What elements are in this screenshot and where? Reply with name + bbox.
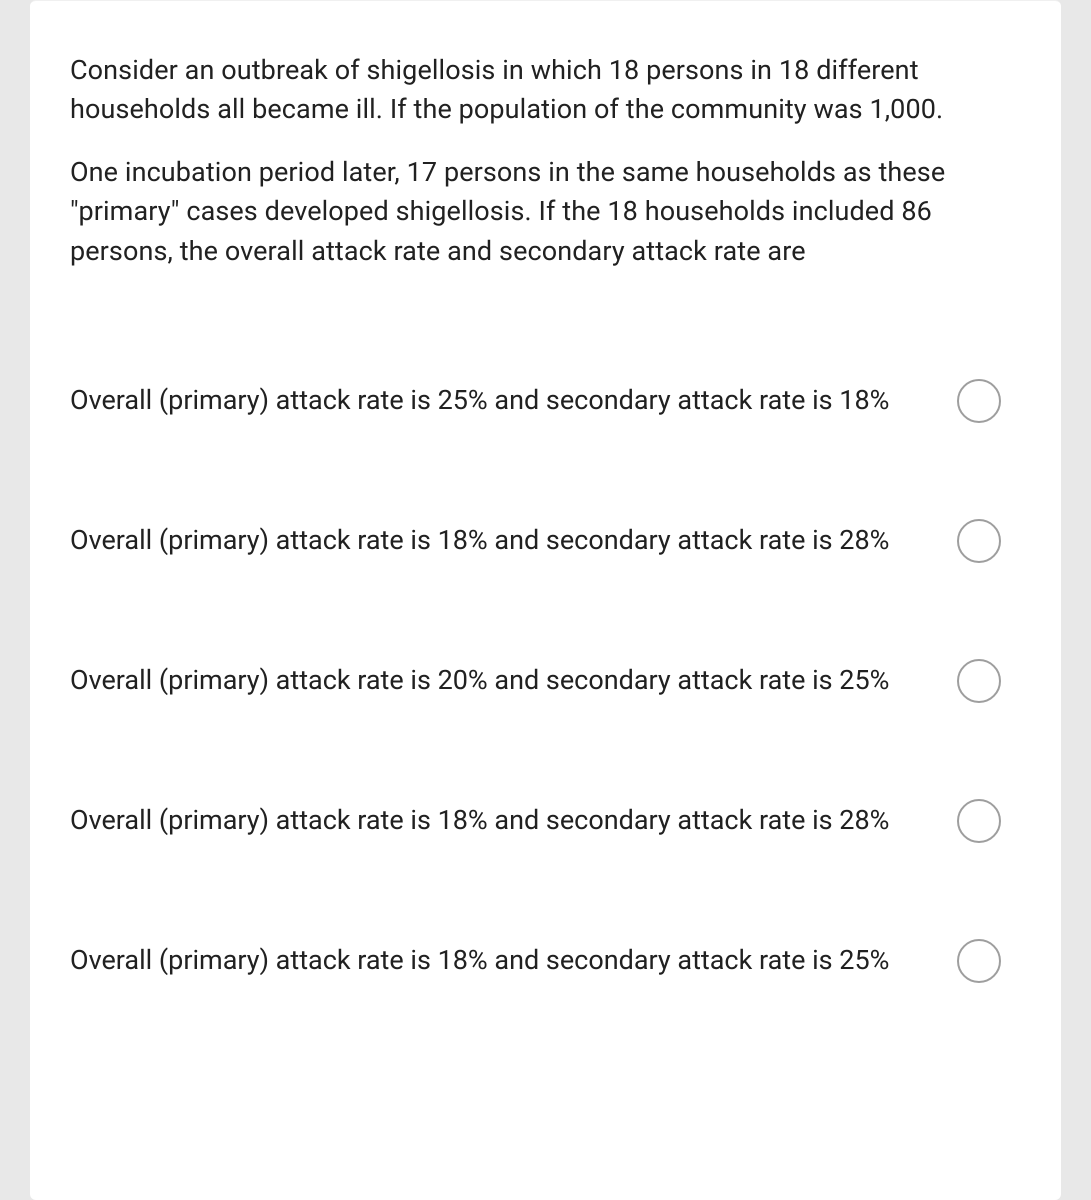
question-paragraph-2: One incubation period later, 17 persons … bbox=[70, 153, 1021, 270]
option-5-label: Overall (primary) attack rate is 18% and… bbox=[70, 942, 957, 980]
option-1[interactable]: Overall (primary) attack rate is 25% and… bbox=[70, 331, 1021, 471]
option-3[interactable]: Overall (primary) attack rate is 20% and… bbox=[70, 611, 1021, 751]
question-paragraph-1: Consider an outbreak of shigellosis in w… bbox=[70, 51, 1021, 129]
option-2-label: Overall (primary) attack rate is 18% and… bbox=[70, 522, 957, 560]
option-5[interactable]: Overall (primary) attack rate is 18% and… bbox=[70, 891, 1021, 1031]
option-4[interactable]: Overall (primary) attack rate is 18% and… bbox=[70, 751, 1021, 891]
radio-icon[interactable] bbox=[957, 519, 1001, 563]
option-4-label: Overall (primary) attack rate is 18% and… bbox=[70, 802, 957, 840]
radio-icon[interactable] bbox=[957, 379, 1001, 423]
page-background: Consider an outbreak of shigellosis in w… bbox=[0, 0, 1091, 1200]
question-card: Consider an outbreak of shigellosis in w… bbox=[30, 0, 1061, 1200]
radio-icon[interactable] bbox=[957, 659, 1001, 703]
radio-icon[interactable] bbox=[957, 939, 1001, 983]
radio-icon[interactable] bbox=[957, 799, 1001, 843]
option-1-label: Overall (primary) attack rate is 25% and… bbox=[70, 382, 957, 420]
option-3-label: Overall (primary) attack rate is 20% and… bbox=[70, 662, 957, 700]
options-list: Overall (primary) attack rate is 25% and… bbox=[70, 331, 1021, 1031]
option-2[interactable]: Overall (primary) attack rate is 18% and… bbox=[70, 471, 1021, 611]
